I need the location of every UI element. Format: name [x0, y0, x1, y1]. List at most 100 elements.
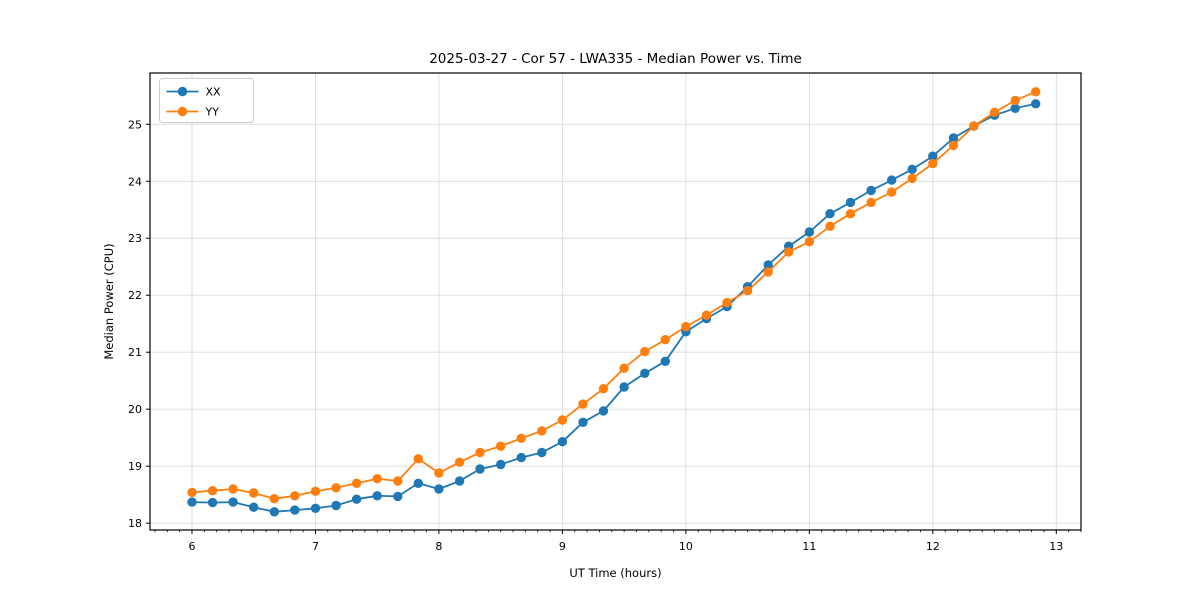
chart-title: 2025-03-27 - Cor 57 - LWA335 - Median Po… — [429, 51, 802, 67]
data-point-XX — [598, 406, 609, 416]
data-point-YY — [1010, 95, 1020, 106]
data-point-YY — [249, 488, 259, 498]
data-point-YY — [537, 426, 547, 436]
data-point-YY — [372, 474, 382, 484]
data-point-XX — [249, 502, 259, 512]
data-point-XX — [866, 185, 876, 196]
y-tick-label: 21 — [128, 346, 142, 359]
data-point-XX — [331, 500, 341, 511]
legend-label: XX — [206, 86, 222, 99]
data-point-YY — [578, 399, 588, 409]
data-point-YY — [228, 484, 238, 494]
data-point-YY — [804, 237, 815, 247]
data-point-YY — [887, 187, 897, 197]
data-point-YY — [784, 247, 794, 257]
data-point-XX — [351, 494, 362, 504]
data-point-XX — [187, 497, 197, 507]
data-point-XX — [228, 497, 238, 507]
data-point-YY — [290, 491, 300, 501]
tick-layer: 6 7 8 9 10 11 12 13 18 19 20 21 22 23 24 25 — [128, 118, 1082, 553]
data-point-XX — [928, 151, 938, 161]
data-point-XX — [640, 368, 650, 378]
legend-marker — [177, 106, 188, 117]
x-tick-label: 8 — [435, 540, 442, 553]
data-point-XX — [372, 491, 382, 501]
y-tick-label: 19 — [128, 460, 142, 473]
data-point-YY — [701, 310, 712, 320]
data-point-YY — [413, 454, 423, 464]
x-tick-label: 12 — [926, 540, 940, 553]
data-point-XX — [207, 497, 218, 508]
y-tick-label: 23 — [128, 232, 142, 245]
x-axis-label: UT Time (hours) — [569, 566, 661, 580]
data-point-XX — [454, 476, 465, 486]
x-tick-label: 11 — [802, 540, 816, 553]
data-point-YY — [660, 335, 670, 345]
y-axis-label: Median Power (CPU) — [102, 243, 116, 359]
grid-layer — [150, 73, 1081, 530]
data-point-YY — [1031, 87, 1041, 97]
data-point-YY — [393, 476, 403, 486]
data-point-YY — [434, 468, 444, 478]
data-point-XX — [660, 356, 670, 366]
legend-label: YY — [205, 106, 220, 119]
series-line-XX — [191, 102, 1036, 513]
data-point-XX — [537, 447, 547, 458]
data-point-YY — [269, 494, 279, 504]
data-point-XX — [516, 452, 526, 463]
x-tick-label: 13 — [1049, 540, 1063, 553]
data-point-YY — [969, 121, 979, 131]
y-tick-label: 18 — [128, 517, 142, 530]
x-tick-label: 6 — [188, 540, 195, 553]
y-tick-label: 25 — [128, 118, 142, 131]
data-point-YY — [845, 209, 856, 219]
data-point-XX — [310, 503, 321, 513]
data-point-XX — [948, 133, 959, 143]
data-point-XX — [290, 505, 300, 515]
y-tick-label: 22 — [128, 289, 142, 302]
data-point-XX — [804, 227, 815, 237]
data-point-XX — [269, 507, 279, 517]
data-point-YY — [557, 415, 568, 425]
data-point-XX — [393, 491, 403, 502]
data-point-YY — [619, 363, 629, 373]
y-tick-label: 20 — [128, 403, 142, 416]
data-point-YY — [598, 384, 609, 394]
data-point-YY — [516, 433, 526, 443]
data-point-YY — [475, 447, 485, 458]
data-point-YY — [763, 267, 773, 277]
data-point-XX — [578, 417, 588, 427]
data-point-XX — [763, 260, 773, 270]
data-point-YY — [351, 478, 362, 488]
plot-border — [149, 72, 1082, 531]
data-point-XX — [845, 197, 856, 208]
data-point-XX — [496, 459, 506, 470]
data-point-YY — [187, 487, 197, 498]
data-point-XX — [475, 464, 485, 474]
data-point-XX — [1031, 99, 1041, 109]
data-point-YY — [454, 457, 465, 467]
data-point-YY — [681, 321, 691, 332]
data-point-YY — [207, 486, 218, 496]
y-tick-label: 24 — [128, 175, 142, 188]
data-point-YY — [742, 286, 753, 296]
x-tick-label: 7 — [312, 540, 319, 553]
data-point-YY — [866, 197, 876, 208]
legend: XX YY — [159, 78, 254, 123]
data-point-XX — [619, 382, 629, 392]
data-point-YY — [496, 441, 506, 451]
data-point-YY — [907, 173, 917, 184]
x-tick-label: 10 — [679, 540, 693, 553]
data-point-XX — [434, 484, 444, 494]
data-point-YY — [928, 158, 938, 169]
data-point-XX — [825, 209, 835, 219]
data-point-XX — [413, 478, 423, 488]
data-point-YY — [331, 483, 341, 493]
legend-marker — [177, 86, 188, 97]
x-tick-label: 9 — [559, 540, 566, 553]
data-point-YY — [989, 107, 1000, 118]
data-point-YY — [640, 346, 650, 357]
data-point-XX — [887, 175, 897, 185]
